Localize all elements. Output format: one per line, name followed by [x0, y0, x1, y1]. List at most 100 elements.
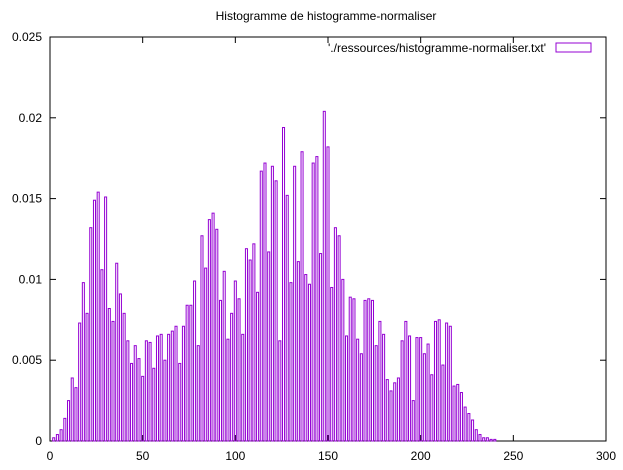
- histogram-bar: [307, 283, 311, 442]
- histogram-bar: [189, 304, 193, 442]
- histogram-bar: [170, 330, 174, 442]
- x-tick-label: 150: [318, 449, 338, 463]
- histogram-bar: [115, 262, 119, 442]
- histogram-bar: [293, 165, 297, 442]
- y-tick-label: 0.02: [19, 111, 43, 125]
- x-axis: 0 50 100 150 200 250 300: [47, 37, 616, 463]
- histogram-bar: [204, 267, 208, 442]
- histogram-bar: [111, 320, 115, 442]
- histogram-bar: [489, 438, 493, 442]
- x-tick-label: 250: [503, 449, 523, 463]
- histogram-bar: [263, 162, 267, 442]
- histogram-bar: [463, 406, 467, 442]
- histogram-bar: [333, 227, 337, 442]
- histogram-bar: [211, 212, 215, 442]
- histogram-bar: [155, 335, 160, 442]
- histogram-bar: [148, 341, 152, 442]
- histogram-bar: [467, 413, 471, 442]
- histogram-bar: [122, 312, 126, 442]
- histogram-bar: [345, 335, 349, 442]
- y-tick-label: 0.01: [19, 272, 43, 286]
- histogram-bar: [393, 382, 397, 442]
- x-tick-label: 100: [225, 449, 245, 463]
- histogram-bar: [270, 165, 274, 442]
- histogram-bar: [207, 219, 211, 442]
- x-tick-label: 0: [47, 449, 54, 463]
- histogram-bar: [304, 274, 308, 442]
- histogram-bar: [215, 228, 219, 442]
- histogram-bar: [448, 325, 452, 442]
- histogram-bar: [311, 162, 315, 442]
- histogram-bar: [278, 340, 282, 442]
- histogram-bar: [322, 110, 326, 442]
- histogram-bar: [341, 278, 345, 442]
- histogram-bar: [259, 170, 263, 442]
- histogram-bar: [130, 362, 134, 442]
- x-tick-label: 200: [411, 449, 431, 463]
- histogram-bar: [144, 340, 148, 442]
- histogram-bar: [274, 180, 278, 442]
- chart-title: Histogramme de histogramme-normaliser: [216, 9, 437, 23]
- histogram-bar: [430, 374, 434, 442]
- histogram-bar: [226, 338, 230, 442]
- histogram-bar: [411, 400, 415, 442]
- histogram-bar: [104, 196, 108, 442]
- histogram-bar: [326, 146, 330, 442]
- histogram-bar: [248, 259, 252, 442]
- histogram-bar: [300, 151, 304, 442]
- histogram-bar: [252, 243, 256, 442]
- histogram-bar: [55, 434, 59, 442]
- histogram-bar: [445, 322, 449, 442]
- histogram-bar: [218, 299, 223, 442]
- histogram-bar: [74, 387, 78, 442]
- legend-swatch: [555, 42, 592, 53]
- histogram-bar: [163, 359, 167, 442]
- histogram-bar: [408, 335, 412, 442]
- histogram-bar: [367, 298, 371, 442]
- histogram-bar: [181, 325, 185, 442]
- histogram-bar: [433, 320, 438, 442]
- y-tick-label: 0: [35, 434, 42, 448]
- histogram-bar: [107, 307, 111, 442]
- histogram-bar: [404, 320, 408, 442]
- histogram-bar: [92, 199, 96, 442]
- histogram-bar: [330, 286, 334, 442]
- histogram-bar: [133, 345, 137, 442]
- histogram-bar: [382, 333, 386, 442]
- histogram-bar: [81, 282, 85, 442]
- histogram-bar: [59, 429, 63, 442]
- histogram-bar: [78, 322, 82, 442]
- histogram-bar: [152, 367, 156, 442]
- histogram-bar: [185, 304, 189, 442]
- histogram-bar: [141, 375, 145, 442]
- histogram-bar: [67, 400, 71, 442]
- histogram-bar: [389, 390, 393, 442]
- histogram-bar: [471, 419, 475, 442]
- histogram-bar: [70, 377, 74, 442]
- histogram-bar: [167, 333, 171, 442]
- histogram-bar: [485, 437, 489, 442]
- histogram-bar: [370, 299, 374, 442]
- histogram-bar: [374, 345, 378, 442]
- histogram-bar: [296, 261, 300, 442]
- histogram-bar: [256, 291, 260, 442]
- histogram-bar: [100, 269, 104, 442]
- x-tick-label: 300: [596, 449, 616, 463]
- histogram-bar: [233, 280, 237, 442]
- histogram-bar: [52, 437, 56, 442]
- histogram-bar: [415, 337, 419, 442]
- y-tick-label: 0.025: [12, 30, 42, 44]
- histogram-bar: [282, 126, 286, 442]
- histogram-bar: [241, 333, 245, 442]
- histogram-bar: [422, 353, 426, 442]
- histogram-bar: [118, 293, 122, 442]
- histogram-bar: [437, 319, 441, 442]
- y-axis: 0 0.005 0.01 0.015 0.02 0.025: [12, 30, 606, 448]
- histogram-bar: [456, 383, 460, 442]
- histogram-bar: [419, 337, 423, 442]
- histogram-bar: [89, 227, 93, 442]
- histogram-bar: [96, 191, 100, 442]
- histogram-bar: [452, 385, 456, 442]
